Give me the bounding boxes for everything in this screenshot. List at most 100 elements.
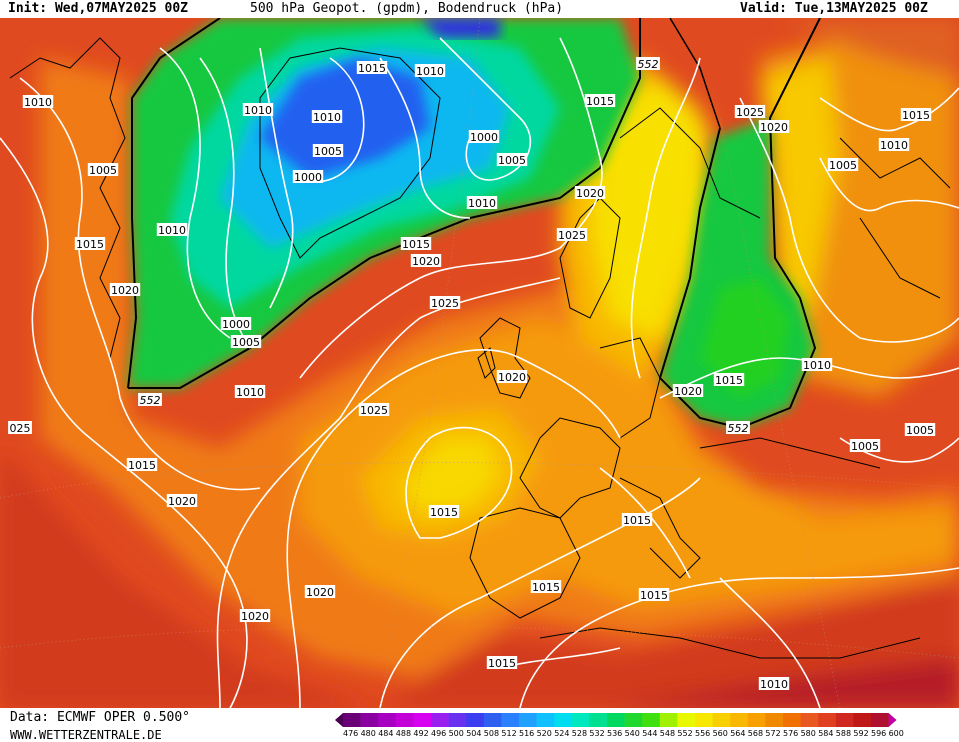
pressure-label-text: 1015: [586, 95, 614, 108]
pressure-label: 1005: [827, 158, 859, 172]
pressure-label: 1025: [734, 105, 766, 119]
colorbar-tick-label: 476: [343, 729, 359, 738]
colorbar-tick-label: 500: [448, 729, 464, 738]
colorbar-segment: [677, 713, 696, 727]
pressure-label: 1010: [878, 138, 910, 152]
colorbar-tick-label: 540: [624, 729, 640, 738]
colorbar-segment: [800, 713, 819, 727]
colorbar-tick-label: 524: [554, 729, 570, 738]
pressure-label-text: 1005: [89, 164, 117, 177]
colorbar-tick-label: 592: [853, 729, 869, 738]
height-label-text: 552: [728, 422, 749, 435]
isobars: [0, 37, 959, 708]
data-source-label: Data: ECMWF OPER 0.500°: [10, 710, 191, 725]
pressure-label-text: 1025: [431, 297, 459, 310]
pressure-label: 1015: [400, 237, 432, 251]
pressure-label: 1015: [356, 61, 388, 75]
pressure-label: 1005: [87, 163, 119, 177]
pressure-label-text: 1020: [576, 187, 604, 200]
colorbar-segment: [642, 713, 661, 727]
height-label: 552: [138, 393, 162, 407]
footer-bar: Data: ECMWF OPER 0.500° WWW.WETTERZENTRA…: [0, 708, 959, 742]
colorbar-tick-label: 520: [536, 729, 552, 738]
colorbar-segment: [695, 713, 713, 727]
colorbar-tick-label: 492: [413, 729, 429, 738]
pressure-label-text: 1025: [360, 404, 388, 417]
pressure-label-text: 1020: [760, 121, 788, 134]
pressure-label: 1005: [230, 335, 262, 349]
pressure-label: 1005: [312, 144, 344, 158]
pressure-label-text: 1010: [416, 65, 444, 78]
pressure-label: 1010: [758, 677, 790, 691]
height-label: 552: [726, 421, 750, 435]
colorbar-segment: [871, 713, 889, 727]
colorbar-segment: [730, 713, 749, 727]
colorbar-right-arrow: [888, 713, 897, 727]
pressure-label: 1015: [713, 373, 745, 387]
pressure-label: 1000: [292, 170, 324, 184]
pressure-label-text: 1010: [244, 104, 272, 117]
colorbar-segment: [589, 713, 608, 727]
colorbar-segment: [395, 713, 414, 727]
colorbar-tick-label: 496: [431, 729, 447, 738]
pressure-label: 025: [8, 421, 32, 435]
colorbar-tick-label: 536: [607, 729, 623, 738]
colorbar-tick-label: 552: [677, 729, 693, 738]
pressure-label: 1010: [234, 385, 266, 399]
pressure-label-text: 1015: [358, 62, 386, 75]
pressure-label-text: 025: [10, 422, 31, 435]
pressure-label-text: 1000: [222, 318, 250, 331]
colorbar-tick-label: 568: [747, 729, 764, 738]
colorbar-tick-label: 572: [765, 729, 781, 738]
pressure-label: 1015: [638, 588, 670, 602]
pressure-label: 1015: [530, 580, 562, 594]
pressure-label-text: 1015: [640, 589, 668, 602]
pressure-label: 1020: [758, 120, 790, 134]
colorbar-tick-label: 544: [642, 729, 658, 738]
height-label: 552: [636, 57, 660, 71]
init-time-label: Init: Wed,07MAY2025 00Z: [8, 1, 189, 16]
colorbar-segment: [818, 713, 837, 727]
colorbar-segment: [431, 713, 449, 727]
pressure-label: 1010: [801, 358, 833, 372]
colorbar-tick-label: 508: [483, 729, 500, 738]
pressure-label: 1010: [466, 196, 498, 210]
colorbar-tick-label: 560: [712, 729, 728, 738]
colorbar-tick-label: 548: [659, 729, 676, 738]
height-label-text: 552: [638, 58, 659, 71]
colorbar-segment: [519, 713, 537, 727]
colorbar-segment: [835, 713, 854, 727]
pressure-label-text: 1015: [902, 109, 930, 122]
colorbar-segment: [466, 713, 485, 727]
pressure-label-text: 1025: [736, 106, 764, 119]
colorbar-tick-label: 576: [783, 729, 799, 738]
colorbar-tick-label: 516: [519, 729, 535, 738]
pressure-label-text: 1010: [468, 197, 496, 210]
colorbar-segment: [448, 713, 467, 727]
pressure-label-text: 1005: [232, 336, 260, 349]
colorbar-tick-label: 580: [800, 729, 816, 738]
colorbar-segment: [501, 713, 520, 727]
pressure-label: 1025: [429, 296, 461, 310]
colorbar-tick-label: 600: [888, 729, 904, 738]
pressure-label: 1015: [74, 237, 106, 251]
colorbar-tick-label: 584: [818, 729, 834, 738]
pressure-label: 1020: [109, 283, 141, 297]
pressure-label: 1020: [574, 186, 606, 200]
colorbar-tick-label: 512: [501, 729, 517, 738]
geopotential-map-canvas: 552 552 552 1010 1005 1015 1020 1010 1010 1010 10…: [0, 18, 959, 708]
pressure-label-text: 1015: [532, 581, 560, 594]
pressure-label-text: 1020: [168, 495, 196, 508]
pressure-label: 1010: [242, 103, 274, 117]
pressure-label: 1015: [900, 108, 932, 122]
pressure-label: 1010: [311, 110, 343, 124]
pressure-label: 1005: [904, 423, 936, 437]
pressure-label-text: 1015: [402, 238, 430, 251]
pressure-label: 1015: [621, 513, 653, 527]
colorbar-tick-label: 504: [466, 729, 482, 738]
pressure-label-text: 1000: [470, 131, 498, 144]
pressure-label: 1020: [410, 254, 442, 268]
graticule: [0, 18, 959, 708]
colorbar-segment: [607, 713, 625, 727]
website-label: WWW.WETTERZENTRALE.DE: [10, 728, 162, 742]
